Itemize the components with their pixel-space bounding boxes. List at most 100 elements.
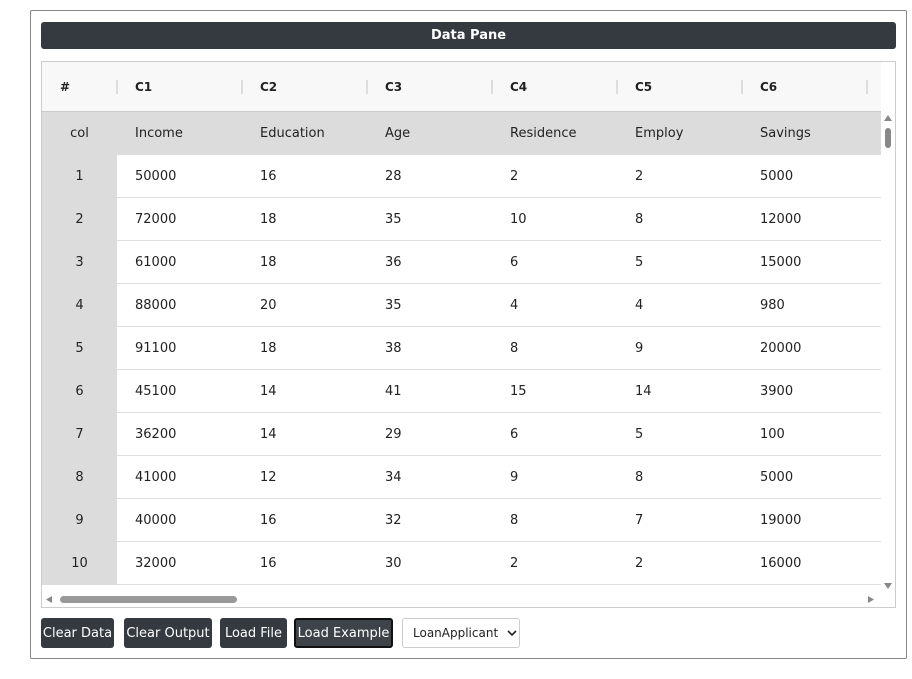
data-cell[interactable]: 8: [635, 470, 644, 485]
row-border: [117, 541, 881, 542]
row-number-background: [42, 327, 117, 370]
row-border: [117, 584, 881, 585]
row-number-background: [42, 542, 117, 585]
column-header: C6: [760, 80, 778, 94]
data-cell[interactable]: 35: [385, 298, 402, 313]
column-separator: [866, 80, 868, 94]
row-number: 2: [75, 212, 84, 227]
data-cell[interactable]: 10: [510, 212, 527, 227]
data-cell[interactable]: 980: [760, 298, 785, 313]
data-cell[interactable]: 16: [260, 513, 277, 528]
data-cell[interactable]: 18: [260, 212, 277, 227]
button[interactable]: Clear Data: [41, 618, 114, 648]
data-cell[interactable]: 9: [510, 470, 519, 485]
row-border: [117, 197, 881, 198]
column-separator: [616, 80, 618, 94]
data-cell[interactable]: 8: [635, 212, 644, 227]
column-name: Employ: [635, 126, 684, 141]
data-cell[interactable]: 61000: [135, 255, 177, 270]
data-cell[interactable]: 12: [260, 470, 277, 485]
button[interactable]: Load Example: [294, 618, 393, 648]
data-cell[interactable]: 5000: [760, 169, 794, 184]
data-cell[interactable]: 4: [635, 298, 644, 313]
row-number: 3: [75, 255, 84, 270]
data-cell[interactable]: 14: [260, 427, 277, 442]
data-cell[interactable]: 30: [385, 556, 402, 571]
data-cell[interactable]: 2: [635, 169, 644, 184]
data-cell[interactable]: 6: [510, 255, 519, 270]
data-cell[interactable]: 18: [260, 341, 277, 356]
vertical-scrollbar[interactable]: [881, 112, 895, 592]
data-cell[interactable]: 5: [635, 255, 644, 270]
column-name: Age: [385, 126, 411, 141]
data-cell[interactable]: 4: [510, 298, 519, 313]
data-cell[interactable]: 45100: [135, 384, 177, 399]
data-cell[interactable]: 16000: [760, 556, 802, 571]
column-separator: [366, 80, 368, 94]
data-cell[interactable]: 15: [510, 384, 527, 399]
column-name: Residence: [510, 126, 577, 141]
panel: [30, 10, 907, 659]
data-cell[interactable]: 12000: [760, 212, 802, 227]
data-cell[interactable]: 18: [260, 255, 277, 270]
data-cell[interactable]: 5000: [760, 470, 794, 485]
data-cell[interactable]: 50000: [135, 169, 177, 184]
hscroll-graphic: [46, 596, 874, 603]
button[interactable]: Clear Output: [124, 618, 212, 648]
data-cell[interactable]: 36: [385, 255, 402, 270]
data-cell[interactable]: 72000: [135, 212, 177, 227]
data-cell[interactable]: 91100: [135, 341, 177, 356]
data-cell[interactable]: 8: [510, 341, 519, 356]
select-value: LoanApplicant: [413, 626, 499, 640]
horizontal-scrollbar[interactable]: [42, 592, 895, 607]
data-cell[interactable]: 38: [385, 341, 402, 356]
name-row-background: [42, 112, 881, 155]
column-header: C3: [385, 80, 403, 94]
data-cell[interactable]: 36200: [135, 427, 177, 442]
data-cell[interactable]: 15000: [760, 255, 802, 270]
button[interactable]: Load File: [220, 618, 287, 648]
data-cell[interactable]: 7: [635, 513, 644, 528]
data-cell[interactable]: 5: [635, 427, 644, 442]
data-cell[interactable]: 19000: [760, 513, 802, 528]
data-cell[interactable]: 29: [385, 427, 402, 442]
row-number-background: [42, 284, 117, 327]
data-cell[interactable]: 3900: [760, 384, 794, 399]
column-header: C5: [635, 80, 653, 94]
data-cell[interactable]: 20: [260, 298, 277, 313]
row-number: 6: [75, 384, 84, 399]
row-border: [117, 283, 881, 284]
data-cell[interactable]: 8: [510, 513, 519, 528]
row-number: 1: [75, 169, 84, 184]
data-cell[interactable]: 34: [385, 470, 402, 485]
row-number-background: [42, 456, 117, 499]
row-border: [117, 498, 881, 499]
row-number-background: [42, 499, 117, 542]
data-cell[interactable]: 6: [510, 427, 519, 442]
data-cell[interactable]: 16: [260, 556, 277, 571]
data-cell[interactable]: 32000: [135, 556, 177, 571]
row-border: [117, 455, 881, 456]
example-select[interactable]: LoanApplicant: [402, 618, 520, 648]
data-cell[interactable]: 28: [385, 169, 402, 184]
data-cell[interactable]: 40000: [135, 513, 177, 528]
row-header: col: [70, 126, 89, 141]
data-cell[interactable]: 41: [385, 384, 402, 399]
data-cell[interactable]: 100: [760, 427, 785, 442]
data-cell[interactable]: 41000: [135, 470, 177, 485]
data-cell[interactable]: 2: [510, 169, 519, 184]
row-number: 10: [71, 556, 88, 571]
data-cell[interactable]: 88000: [135, 298, 177, 313]
data-cell[interactable]: 32: [385, 513, 402, 528]
data-cell[interactable]: 14: [635, 384, 652, 399]
row-number: 8: [75, 470, 84, 485]
data-cell[interactable]: 2: [510, 556, 519, 571]
column-separator: [741, 80, 743, 94]
panel-title: Data Pane: [41, 22, 896, 49]
data-cell[interactable]: 14: [260, 384, 277, 399]
data-cell[interactable]: 20000: [760, 341, 802, 356]
data-cell[interactable]: 35: [385, 212, 402, 227]
data-cell[interactable]: 2: [635, 556, 644, 571]
data-cell[interactable]: 16: [260, 169, 277, 184]
data-cell[interactable]: 9: [635, 341, 644, 356]
